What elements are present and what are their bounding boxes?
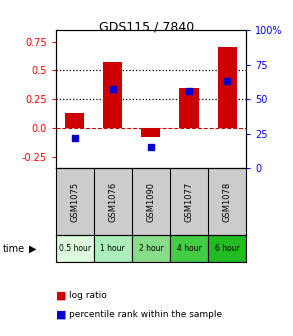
Bar [94,235,132,262]
Text: ■: ■ [56,291,66,301]
Text: GSM1075: GSM1075 [70,181,79,222]
Text: ▶: ▶ [29,244,37,254]
Bar [208,235,246,262]
Text: ■: ■ [56,309,66,319]
Text: 4 hour: 4 hour [177,244,201,253]
Bar [132,235,170,262]
Bar [65,113,84,128]
Text: GDS115 / 7840: GDS115 / 7840 [99,20,194,33]
Text: 1 hour: 1 hour [100,244,125,253]
Text: 0.5 hour: 0.5 hour [59,244,91,253]
Bar [179,88,198,128]
Bar [103,62,122,128]
Text: GSM1078: GSM1078 [223,181,231,222]
Text: GSM1076: GSM1076 [108,181,117,222]
Text: 2 hour: 2 hour [139,244,163,253]
Bar [217,47,236,128]
Text: time: time [3,244,25,254]
Bar [142,128,161,137]
Text: 6 hour: 6 hour [215,244,239,253]
Text: percentile rank within the sample: percentile rank within the sample [69,310,222,319]
Text: GSM1077: GSM1077 [185,181,193,222]
Bar [170,235,208,262]
Text: log ratio: log ratio [69,291,107,300]
Text: GSM1090: GSM1090 [146,181,155,222]
Bar [56,235,94,262]
